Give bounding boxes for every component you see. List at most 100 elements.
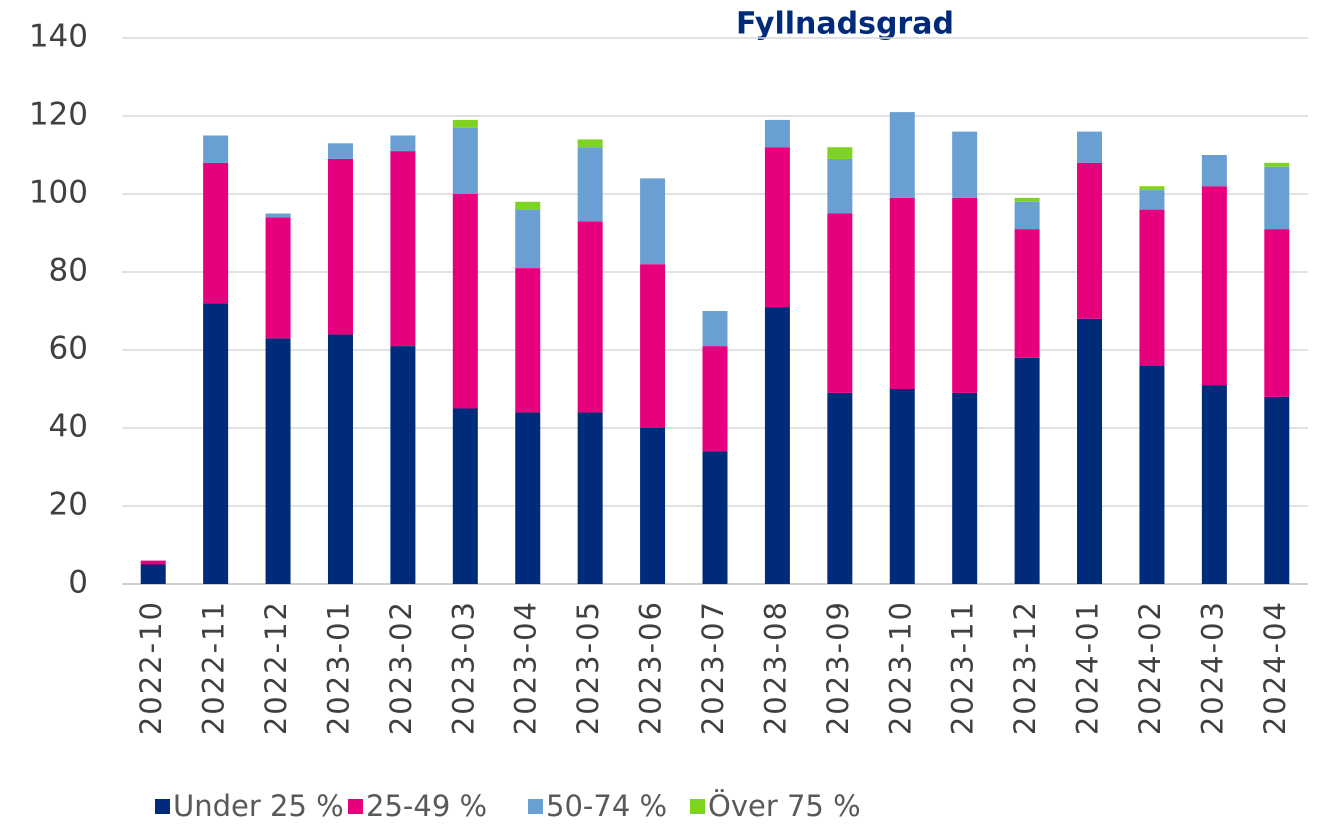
y-tick-label: 80 [49,253,88,289]
bar-segment [1014,197,1040,202]
x-tick-label: 2023-08 [758,600,792,735]
x-tick-label: 2023-03 [446,600,480,735]
bar-segment [1264,166,1290,230]
x-tick-label: 2022-12 [259,600,293,735]
bar-segment [952,131,978,198]
bar-segment [577,412,603,584]
bar-segment [1201,186,1227,386]
bar-segment [265,338,291,584]
bar-segment [1014,201,1040,230]
bar-segment [1139,190,1165,210]
bar-segment [952,197,978,393]
y-tick-label: 120 [29,97,88,133]
bar-segment [952,392,978,584]
y-tick-label: 60 [49,331,88,367]
bar-segment [390,346,416,584]
bar-segment [827,158,853,214]
legend-swatch [528,799,543,814]
bar-segment [640,264,666,428]
bar-segment [203,303,229,584]
bar-segment [577,221,603,413]
bar-segment [203,135,229,163]
bar-segment [140,564,166,584]
x-tick-label: 2023-07 [696,600,730,735]
x-tick-label: 2024-03 [1195,600,1229,735]
bar-segment [1139,365,1165,584]
y-tick-label: 100 [29,175,88,211]
y-tick-label: 140 [29,19,88,55]
bar-segment [327,334,353,584]
bar-segment [889,389,915,584]
x-tick-label: 2023-06 [634,600,668,735]
bar-segment [327,143,353,159]
legend-swatch [348,799,363,814]
x-tick-label: 2023-02 [384,600,418,735]
legend-label: 25-49 % [366,789,487,823]
bar-segment [515,412,541,584]
bar-segment [1077,162,1103,319]
x-tick-label: 2023-11 [946,600,980,735]
bar-segment [1014,357,1040,584]
bar-segment [203,162,229,304]
x-tick-label: 2022-10 [134,600,168,735]
bar-segment [265,217,291,339]
bar-segment [390,135,416,152]
bar-segment [702,346,728,452]
x-tick-label: 2022-11 [197,600,231,735]
bar-segment [1264,229,1290,397]
bar-segment [327,158,353,335]
bar-segment [515,268,541,413]
x-tick-label: 2024-01 [1071,600,1105,735]
x-tick-label: 2024-02 [1133,600,1167,735]
bar-segment [1201,385,1227,584]
bar-segment [452,127,478,194]
bar-segment [702,451,728,584]
bar-segment [827,213,853,393]
bar-segment [889,197,915,389]
bar-segment [452,194,478,409]
bar-segment [265,213,291,218]
chart-title: Fyllnadsgrad [736,7,954,42]
bar-segment [889,112,915,198]
bar-segment [1139,209,1165,366]
legend-label: Under 25 % [173,789,344,823]
x-tick-label: 2023-09 [821,600,855,735]
x-tick-label: 2023-10 [883,600,917,735]
bar-segment [1014,229,1040,358]
y-tick-label: 20 [49,487,88,523]
y-tick-label: 40 [49,409,88,445]
bar-segment [764,119,790,148]
bar-segment [390,151,416,347]
bar-segment [827,392,853,584]
bar-segment [1077,318,1103,584]
legend-swatch [155,799,170,814]
legend-label: Över 75 % [708,789,861,823]
bar-segment [577,147,603,222]
bar-segment [702,311,728,347]
legend-label: 50-74 % [546,789,667,823]
bar-segment [1077,131,1103,163]
bar-segment [764,147,790,308]
bar-segment [452,119,478,128]
x-tick-label: 2023-04 [509,600,543,735]
x-tick-label: 2023-05 [571,600,605,735]
bar-segment [577,139,603,148]
bar-segment [1201,155,1227,187]
bar-segment [1139,186,1165,191]
bar-segment [515,209,541,269]
bar-segment [1264,396,1290,584]
y-tick-label: 0 [68,565,88,601]
bar-segment [827,147,853,159]
bar-segment [452,408,478,584]
x-tick-label: 2023-01 [321,600,355,735]
x-tick-label: 2024-04 [1258,600,1292,735]
bar-segment [515,201,541,210]
bar-segment [640,178,666,265]
bar-segment [140,560,166,565]
legend-swatch [690,799,705,814]
bar-segment [764,307,790,584]
bar-segment [1264,162,1290,167]
bar-segment [640,428,666,584]
x-tick-label: 2023-12 [1008,600,1042,735]
